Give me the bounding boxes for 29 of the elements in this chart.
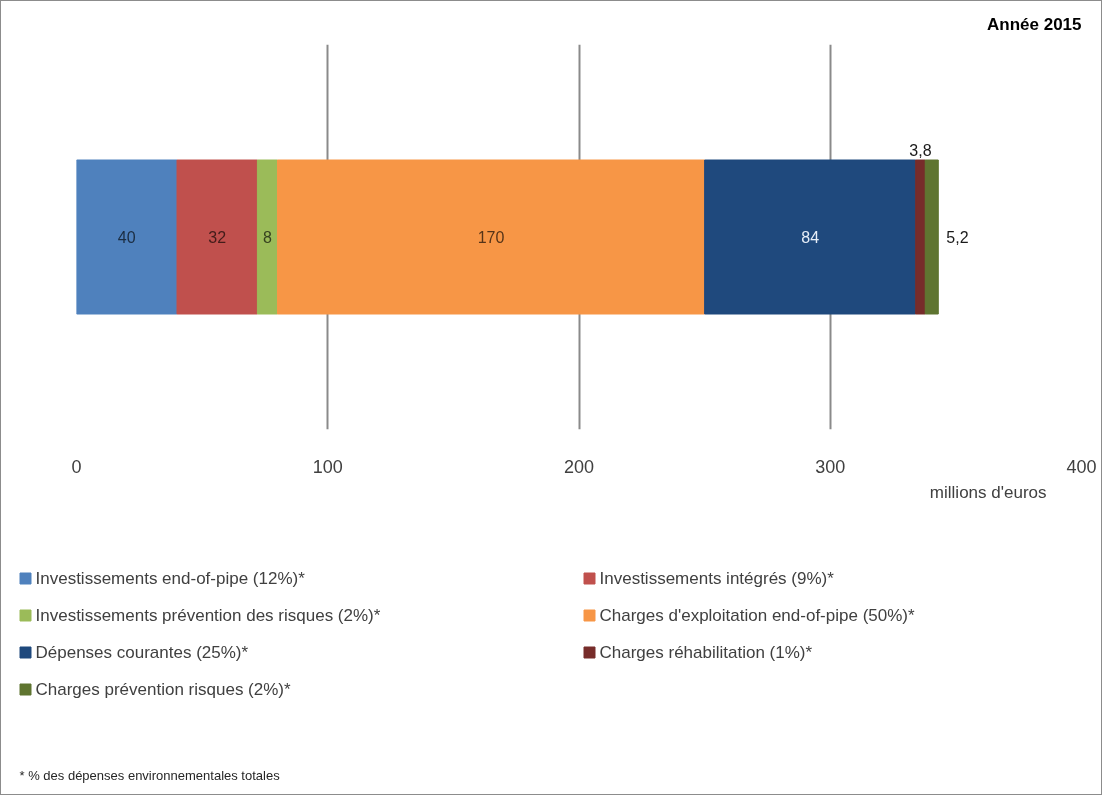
legend-label: Investissements end-of-pipe (12%)* <box>35 569 306 588</box>
x-tick-label: 0 <box>71 456 82 477</box>
data-label: 32 <box>208 229 227 246</box>
x-tick-label: 300 <box>815 456 846 477</box>
data-label: 170 <box>477 229 505 246</box>
data-label: 3,8 <box>909 142 932 159</box>
bar <box>256 159 278 315</box>
legend-label: Investissements prévention des risques (2%)* <box>35 606 381 625</box>
chart-title: Année 2015 <box>987 14 1082 34</box>
bar <box>704 159 917 315</box>
bar <box>176 159 258 315</box>
bar <box>915 159 926 315</box>
legend-label: Investissements intégrés (9%)* <box>599 569 835 588</box>
x-tick-label: 400 <box>1066 456 1097 477</box>
legend-label: Dépenses courantes (25%)* <box>35 643 249 662</box>
bar <box>277 159 706 315</box>
data-label: 40 <box>117 229 136 246</box>
text: * % des dépenses environnementales totales <box>19 767 281 783</box>
data-label: 5,2 <box>946 229 969 246</box>
data-label: 84 <box>801 229 820 246</box>
x-tick-label: 100 <box>312 456 343 477</box>
legend-label: Charges prévention risques (2%)* <box>35 680 292 699</box>
bar <box>924 159 939 315</box>
data-label: 8 <box>263 229 272 246</box>
x-tick-label: 200 <box>563 456 595 477</box>
legend-label: Charges réhabilitation (1%)* <box>599 643 813 662</box>
x-axis-title: millions d'euros <box>929 482 1047 502</box>
bar <box>76 159 178 315</box>
legend-label: Charges d'exploitation end-of-pipe (50%)* <box>599 606 915 625</box>
